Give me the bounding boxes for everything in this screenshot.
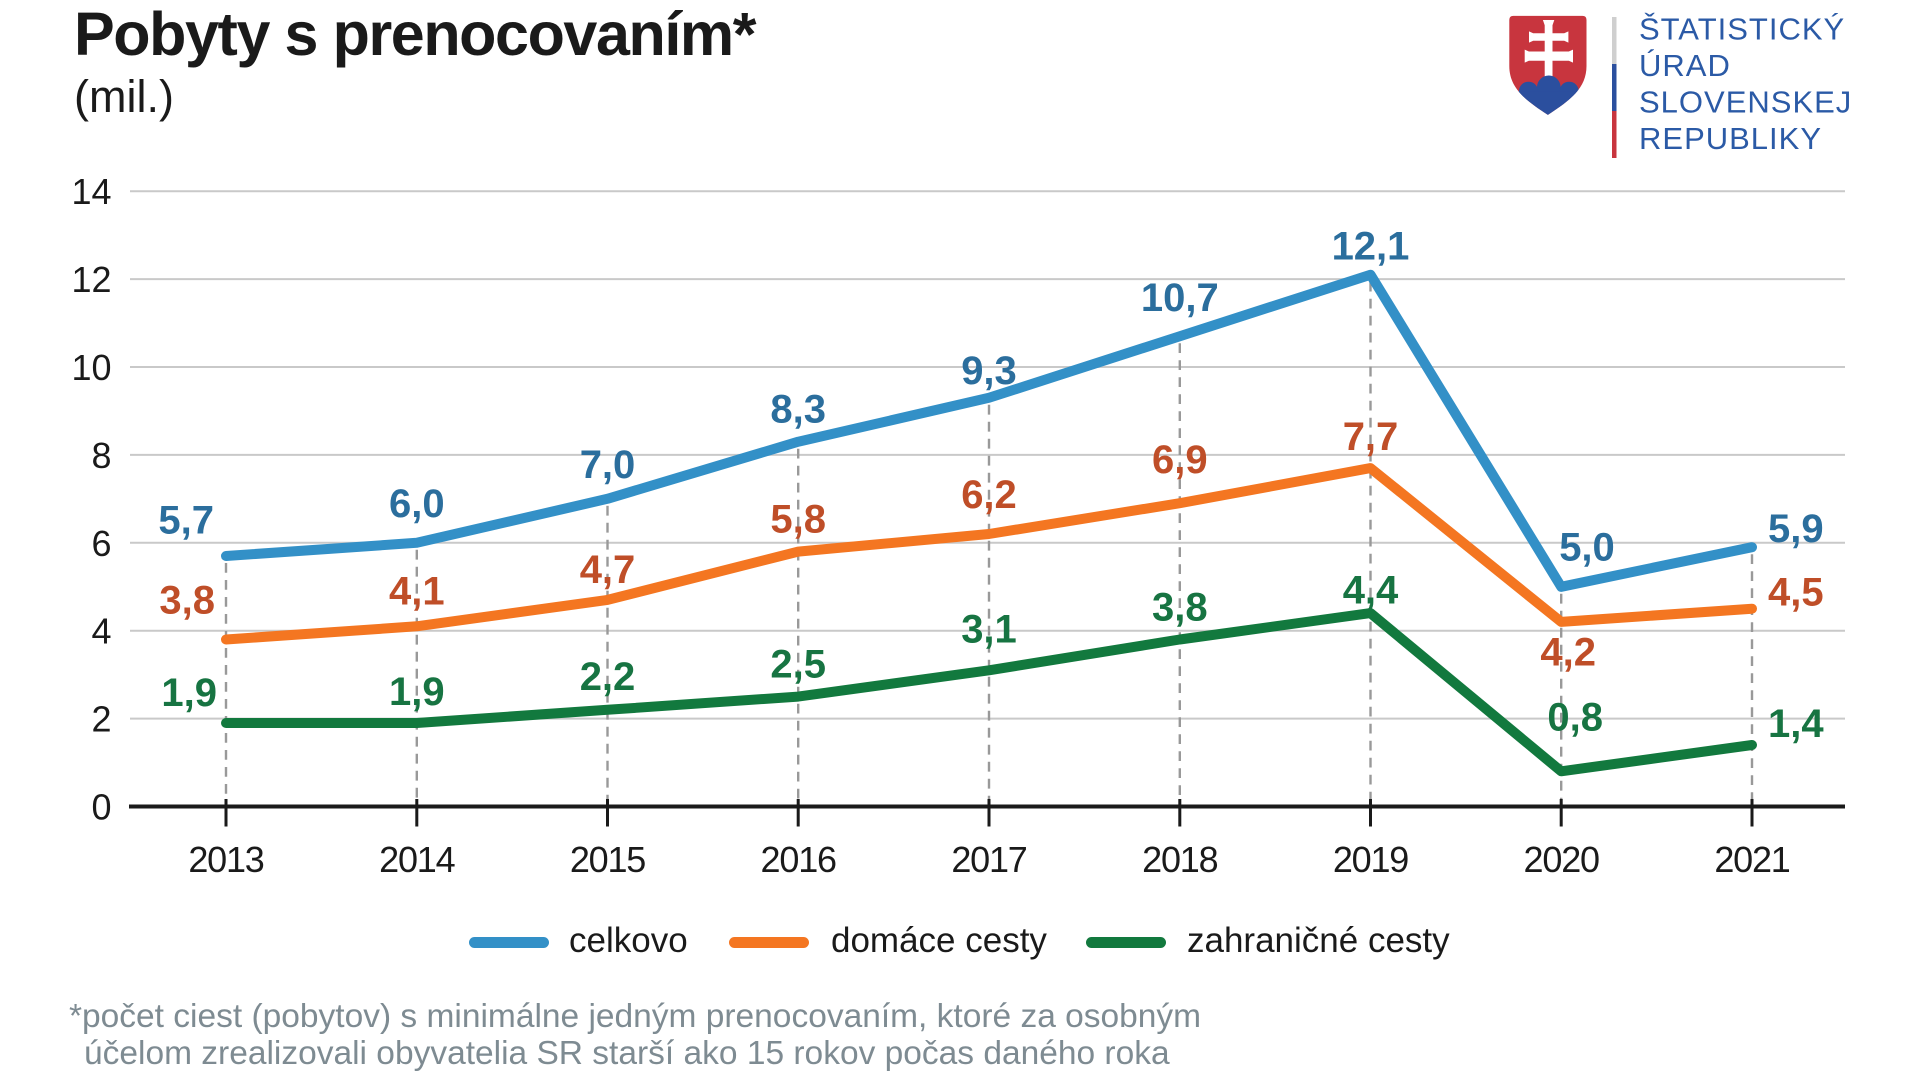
svg-text:ŠTATISTICKÝ: ŠTATISTICKÝ [1639,12,1845,47]
svg-text:4,2: 4,2 [1540,630,1596,674]
svg-text:10,7: 10,7 [1141,276,1219,320]
svg-text:3,1: 3,1 [961,607,1017,651]
svg-text:10: 10 [71,347,111,388]
svg-text:6: 6 [91,523,111,564]
svg-text:2018: 2018 [1142,839,1217,880]
svg-text:1,9: 1,9 [161,671,217,715]
svg-text:5,0: 5,0 [1559,525,1615,569]
svg-text:1,4: 1,4 [1768,702,1824,746]
svg-text:2014: 2014 [379,839,454,880]
svg-text:1,9: 1,9 [389,670,445,714]
svg-text:REPUBLIKY: REPUBLIKY [1639,121,1822,156]
svg-text:12,1: 12,1 [1332,225,1410,269]
svg-text:2020: 2020 [1524,839,1599,880]
svg-text:6,0: 6,0 [389,482,445,526]
svg-text:0: 0 [91,787,111,828]
svg-text:3,8: 3,8 [159,579,215,623]
svg-text:SLOVENSKEJ: SLOVENSKEJ [1639,85,1852,120]
svg-text:12: 12 [71,259,111,300]
svg-text:ÚRAD: ÚRAD [1639,48,1731,83]
svg-text:4,4: 4,4 [1343,569,1399,613]
svg-text:9,3: 9,3 [961,349,1017,393]
svg-text:5,9: 5,9 [1768,507,1824,551]
svg-text:2017: 2017 [951,839,1026,880]
svg-text:0,8: 0,8 [1547,695,1603,739]
svg-text:4,7: 4,7 [580,548,636,592]
svg-text:2,2: 2,2 [580,655,636,699]
svg-text:5,8: 5,8 [770,498,826,542]
svg-text:5,7: 5,7 [158,499,214,543]
svg-text:8: 8 [91,435,111,476]
svg-text:8,3: 8,3 [770,388,826,432]
svg-text:2016: 2016 [761,839,836,880]
svg-text:2015: 2015 [570,839,645,880]
svg-text:2013: 2013 [188,839,263,880]
svg-text:6,2: 6,2 [961,473,1017,517]
svg-text:6,9: 6,9 [1152,438,1208,482]
svg-text:14: 14 [71,171,111,212]
svg-text:3,8: 3,8 [1152,586,1208,630]
svg-text:2019: 2019 [1333,839,1408,880]
svg-text:7,7: 7,7 [1343,415,1399,459]
svg-text:7,0: 7,0 [580,443,636,487]
svg-text:4,5: 4,5 [1768,571,1824,615]
svg-text:4: 4 [91,611,111,652]
svg-text:2: 2 [91,699,111,740]
svg-text:2,5: 2,5 [770,643,826,687]
svg-text:2021: 2021 [1714,839,1789,880]
svg-text:4,1: 4,1 [389,569,445,613]
